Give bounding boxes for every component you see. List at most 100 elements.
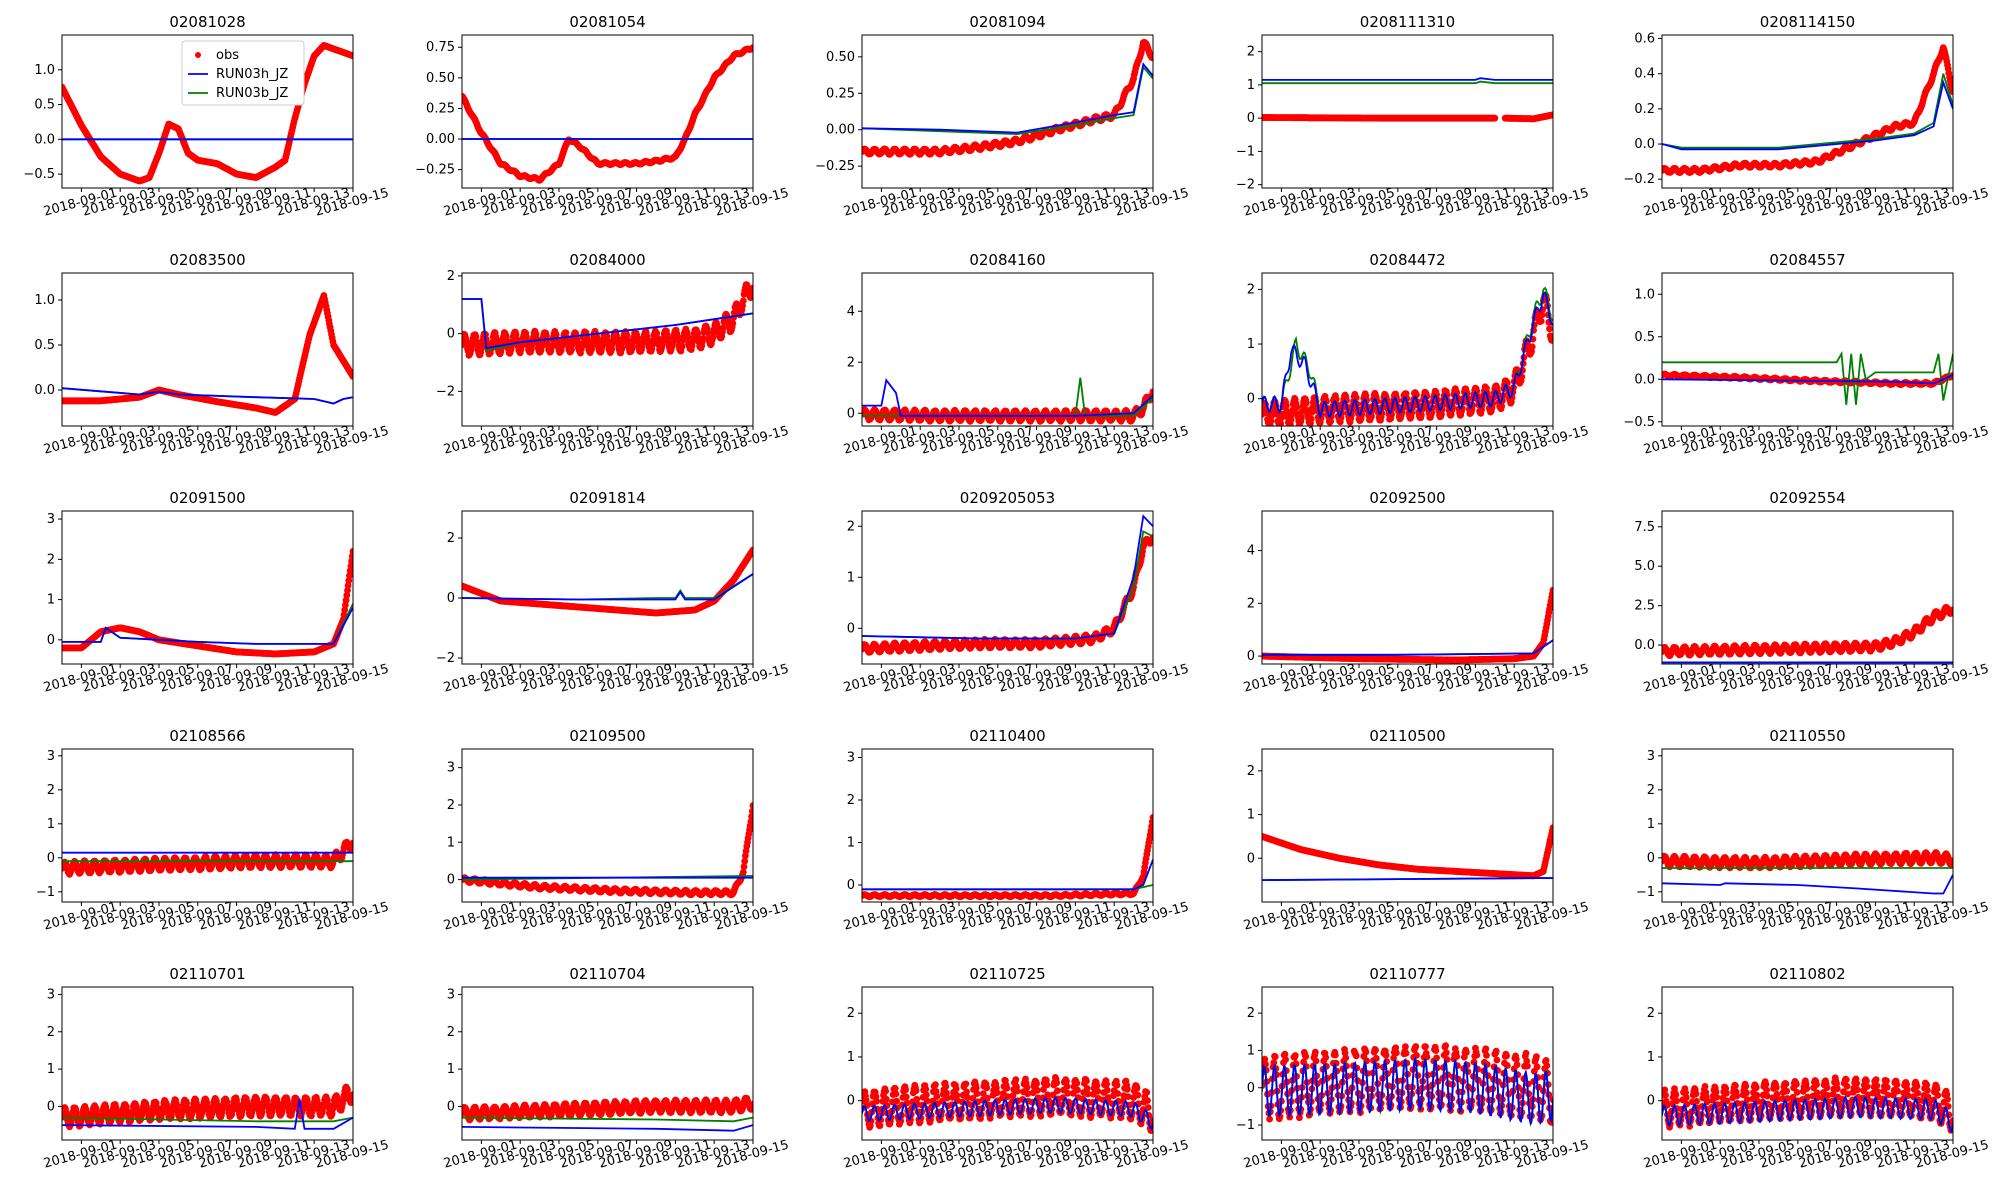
obs-point <box>729 320 737 327</box>
subplot-02083500: 020835000.00.51.02018-09-012018-09-03201… <box>34 251 390 458</box>
obs-point <box>1298 414 1305 421</box>
y-tick-label: 0.0 <box>34 132 55 147</box>
y-tick-label: 0 <box>1247 392 1255 407</box>
run_h-line <box>62 387 353 405</box>
subplot-title: 0208111310 <box>1360 13 1455 31</box>
axes-frame <box>61 510 354 665</box>
obs-series <box>1262 291 1553 426</box>
subplot-title: 0208114150 <box>1760 13 1855 31</box>
obs-point <box>1949 88 1953 96</box>
y-tick-label: 0.25 <box>826 86 855 101</box>
obs-point <box>1538 311 1546 319</box>
run_h-line <box>62 607 353 645</box>
obs-point <box>1293 404 1300 411</box>
axes-frame <box>1661 34 1954 189</box>
obs-point <box>608 345 616 353</box>
subplot-title: 02084160 <box>969 251 1045 269</box>
obs-series <box>462 546 753 617</box>
obs-point <box>349 52 353 60</box>
y-tick-label: 0.5 <box>34 98 55 113</box>
obs-point <box>1528 343 1536 351</box>
obs-point <box>568 341 576 349</box>
obs-series <box>862 388 1153 425</box>
obs-point <box>678 342 686 350</box>
subplot-0208111310: 0208111310−2−10122018-09-012018-09-03201… <box>1236 13 1591 220</box>
obs-point <box>614 339 622 346</box>
obs-point <box>719 324 727 332</box>
run_h-line <box>1262 77 1553 81</box>
subplot-title: 02081094 <box>969 13 1045 31</box>
y-tick-label: 0.00 <box>426 132 455 147</box>
obs-series <box>862 39 1153 158</box>
subplot-02091500: 0209150001232018-09-012018-09-032018-09-… <box>42 489 390 696</box>
legend-obs-marker <box>195 52 201 58</box>
legend-obs-label: obs <box>216 48 239 63</box>
y-tick-label: 0.0 <box>1634 137 1655 152</box>
obs-point <box>1537 317 1545 325</box>
legend-run-b-label: RUN03b_JZ <box>216 86 288 101</box>
y-tick-label: 0.00 <box>826 123 855 138</box>
obs-point <box>1307 415 1315 423</box>
run_b-line <box>1262 80 1553 85</box>
y-tick-label: 0.2 <box>1634 102 1655 117</box>
subplot-0208114150: 0208114150−0.20.00.20.40.62018-09-012018… <box>1623 13 1990 220</box>
obs-point <box>739 297 747 305</box>
run_h-line <box>1662 374 1953 385</box>
y-tick-label: 1 <box>1247 337 1255 352</box>
obs-point <box>1549 111 1553 119</box>
obs-series <box>1262 111 1553 123</box>
obs-point <box>493 336 500 344</box>
obs-point <box>664 334 672 342</box>
run_h-line <box>1262 291 1553 420</box>
y-tick-label: 0.25 <box>426 101 455 116</box>
axes-frame <box>1661 272 1954 427</box>
obs-point <box>709 334 717 342</box>
y-tick-label: 2 <box>447 269 455 284</box>
y-tick-label: 0.0 <box>34 383 55 398</box>
run_h-line <box>862 377 1153 417</box>
subplot-02091814: 02091814−2022018-09-012018-09-032018-09-… <box>436 489 791 696</box>
y-tick-label: −1 <box>1236 144 1255 159</box>
obs-point <box>653 329 661 337</box>
obs-point <box>1277 420 1285 426</box>
y-tick-label: 1 <box>47 593 55 608</box>
obs-point <box>584 337 591 344</box>
y-tick-label: 0 <box>1247 111 1255 126</box>
obs-point <box>629 342 636 350</box>
y-tick-label: 0 <box>447 327 455 342</box>
y-tick-label: 0.50 <box>426 71 455 86</box>
run_b-line <box>862 65 1153 136</box>
obs-point <box>1546 325 1553 333</box>
run_h-line <box>1662 79 1953 151</box>
axes-frame <box>61 272 354 427</box>
y-tick-label: −0.25 <box>815 159 855 174</box>
obs-point <box>1267 417 1275 425</box>
subplot-title: 02081028 <box>169 13 245 31</box>
obs-point <box>548 342 556 349</box>
subplot-02084000: 02084000−2022018-09-012018-09-032018-09-… <box>436 251 791 458</box>
obs-point <box>349 547 353 555</box>
y-tick-label: 2 <box>1247 282 1255 297</box>
obs-point <box>1149 388 1153 395</box>
obs-point <box>1302 399 1310 407</box>
axes-frame <box>861 34 1154 189</box>
obs-point <box>1418 411 1425 419</box>
obs-series <box>62 547 353 658</box>
obs-series <box>62 292 353 416</box>
obs-point <box>1283 408 1291 415</box>
subplot-02084557: 02084557−0.50.00.51.02018-09-012018-09-0… <box>1623 251 1990 458</box>
subplot-02081054: 02081054−0.250.000.250.500.752018-09-012… <box>415 13 790 220</box>
y-tick-label: −0.5 <box>1623 415 1655 430</box>
obs-series <box>462 281 753 359</box>
obs-series <box>462 44 753 184</box>
obs-point <box>704 329 712 337</box>
subplot-title: 02083500 <box>169 251 245 269</box>
obs-point <box>1282 402 1290 410</box>
y-tick-label: 0.6 <box>1634 32 1655 47</box>
y-tick-label: 0.50 <box>826 50 855 65</box>
axes-frame <box>461 272 754 427</box>
subplot-title: 02084472 <box>1369 251 1445 269</box>
obs-point <box>749 284 753 292</box>
